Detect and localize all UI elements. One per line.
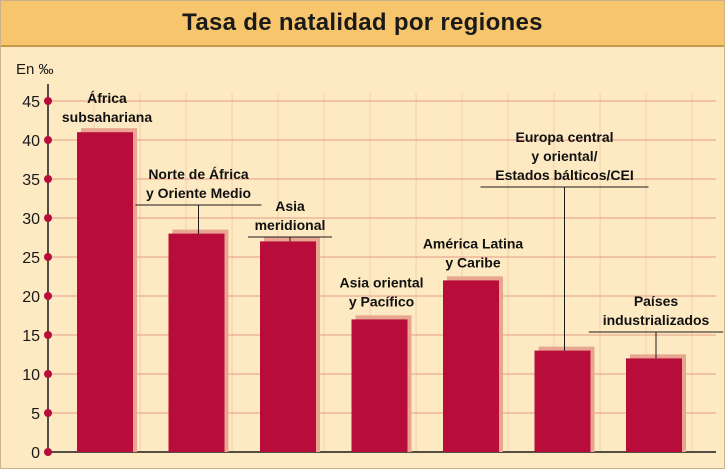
category-label: África bbox=[87, 90, 127, 106]
y-tick-dot bbox=[44, 370, 52, 378]
y-tick-dot bbox=[44, 175, 52, 183]
y-axis-unit-label: En ‰ bbox=[16, 61, 54, 78]
category-label: meridional bbox=[255, 217, 326, 233]
category-label: Países bbox=[634, 293, 679, 309]
y-tick-dot bbox=[44, 136, 52, 144]
title-bar: Tasa de natalidad por regiones bbox=[1, 1, 724, 47]
y-tick-dot bbox=[44, 214, 52, 222]
y-tick-dot bbox=[44, 253, 52, 261]
category-label: y Pacífico bbox=[349, 293, 414, 309]
bar bbox=[534, 350, 591, 452]
category-label: Europa central bbox=[515, 129, 613, 145]
category-label: Norte de África bbox=[148, 166, 249, 182]
bar bbox=[77, 132, 133, 452]
bar bbox=[260, 241, 316, 452]
y-tick-dot bbox=[44, 292, 52, 300]
category-label: y Oriente Medio bbox=[146, 185, 251, 201]
y-tick-label: 40 bbox=[22, 133, 40, 150]
y-tick-dot bbox=[44, 409, 52, 417]
y-tick-label: 5 bbox=[31, 406, 40, 423]
bar bbox=[351, 319, 408, 452]
y-tick-dot bbox=[44, 331, 52, 339]
y-tick-dot bbox=[44, 448, 52, 456]
bar bbox=[443, 280, 499, 452]
y-tick-dot bbox=[44, 97, 52, 105]
y-tick-label: 20 bbox=[22, 289, 40, 306]
category-label: Asia bbox=[275, 198, 305, 214]
category-label: Estados bálticos/CEI bbox=[495, 167, 633, 183]
category-label: Asia oriental bbox=[339, 274, 423, 290]
category-label: y Caribe bbox=[445, 254, 500, 270]
bar bbox=[626, 358, 682, 452]
chart-title: Tasa de natalidad por regiones bbox=[182, 9, 543, 36]
y-tick-label: 30 bbox=[22, 211, 40, 228]
category-label: subsahariana bbox=[62, 109, 152, 125]
y-tick-label: 25 bbox=[22, 250, 40, 267]
bar bbox=[168, 233, 225, 452]
y-tick-label: 10 bbox=[22, 367, 40, 384]
category-label: industrializados bbox=[603, 312, 710, 328]
category-label: América Latina bbox=[423, 235, 524, 251]
y-tick-label: 45 bbox=[22, 94, 40, 111]
y-tick-label: 15 bbox=[22, 328, 40, 345]
y-tick-label: 35 bbox=[22, 172, 40, 189]
y-tick-label: 0 bbox=[31, 445, 40, 462]
category-label: y oriental/ bbox=[531, 148, 597, 164]
